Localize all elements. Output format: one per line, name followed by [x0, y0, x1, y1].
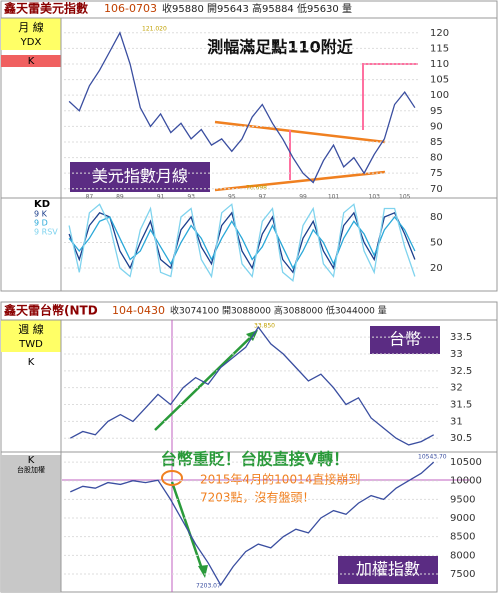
sub-label: KD: [34, 199, 50, 210]
y-tick-label: 90: [430, 121, 443, 132]
badge: [338, 556, 438, 584]
period: 週 線: [18, 322, 44, 336]
symbol: YDX: [20, 37, 42, 48]
trendline: [214, 120, 386, 144]
y-tick-label: 75: [430, 168, 443, 179]
y-tick-label: 80: [430, 212, 443, 223]
legend-entry: 9 D: [34, 219, 48, 228]
y-tick-label: 9000: [450, 513, 475, 524]
period-box: [1, 320, 61, 352]
x-tick-label: 101: [328, 194, 340, 201]
y-tick-label: 33.5: [450, 332, 472, 343]
note: 121.020: [142, 26, 167, 33]
sub-label: 台股加權: [17, 465, 45, 474]
badge-text: 台幣: [389, 330, 421, 349]
note: 10543.70: [418, 454, 447, 461]
y-tick-label: 115: [430, 43, 449, 54]
header-quote: 收95880 開95643 高95884 低95630 量: [162, 2, 352, 15]
y-tick-label: 8500: [450, 532, 475, 543]
y-tick-label: 120: [430, 28, 449, 39]
note: 70.698: [246, 185, 267, 192]
y-tick-label: 31.5: [450, 400, 472, 411]
x-tick-label: 95: [228, 194, 236, 201]
row-label: K: [28, 56, 35, 67]
y-tick-label: 20: [430, 263, 443, 274]
x-tick-label: 87: [86, 194, 94, 201]
y-tick-label: 110: [430, 59, 449, 70]
y-tick-label: 30.5: [450, 433, 472, 444]
note-line: 2015年4月的10014直接崩到: [200, 472, 360, 487]
x-tick-label: 91: [157, 194, 165, 201]
arrowhead: [198, 565, 208, 578]
y-tick-label: 32: [450, 383, 463, 394]
period-box: [1, 18, 61, 50]
x-tick-label: 105: [399, 194, 411, 201]
y-tick-label: 50: [430, 238, 443, 249]
period: 月 線: [18, 20, 44, 34]
y-tick-label: 70: [430, 184, 443, 195]
x-tick-label: 93: [187, 194, 195, 201]
badge-text: 加權指數: [356, 560, 420, 579]
note: 33.850: [254, 323, 275, 330]
header-quote: 收3074100 開3088000 高3088000 低3044000 量: [170, 305, 387, 317]
header-title: 鑫天雷美元指數: [3, 1, 88, 16]
badge-text: 美元指數月線: [92, 167, 188, 186]
y-tick-label: 7500: [450, 569, 475, 580]
y-tick-label: 33: [450, 349, 463, 360]
header-title: 鑫天雷台幣(NTD: [3, 303, 98, 318]
highlight-circle: [161, 470, 183, 486]
headline: 測幅滿足點110附近: [207, 38, 352, 57]
target-line: [362, 63, 418, 130]
symbol: TWD: [18, 339, 43, 350]
y-tick-label: 95: [430, 106, 443, 117]
y-tick-label: 105: [430, 75, 449, 86]
y-tick-label: 10000: [450, 476, 482, 487]
price-line: [68, 203, 416, 283]
x-tick-label: 97: [259, 194, 267, 201]
y-tick-label: 85: [430, 137, 443, 148]
note-line: 7203點，沒有盤頭！: [200, 491, 315, 505]
price-line: [68, 215, 416, 270]
row-label: K: [28, 357, 35, 368]
x-tick-label: 99: [299, 194, 307, 201]
note: 7203.07: [196, 583, 221, 590]
headline: 台幣重貶！台股直接V轉！: [161, 450, 349, 469]
price-line: [69, 325, 435, 446]
k-row: [1, 55, 61, 67]
header-code: 104-0430: [112, 304, 165, 317]
y-tick-label: 31: [450, 416, 463, 427]
y-tick-label: 80: [430, 153, 443, 164]
y-tick-label: 10500: [450, 457, 482, 468]
badge: [370, 326, 440, 354]
arrow: [154, 332, 256, 431]
y-tick-label: 9500: [450, 494, 475, 505]
y-tick-label: 100: [430, 90, 449, 101]
legend-entry: 9 K: [34, 210, 48, 219]
trendline: [214, 170, 386, 192]
arrow: [170, 481, 205, 573]
legend-entry: 9 RSV: [34, 228, 58, 237]
price-line: [70, 461, 435, 587]
grey-column: [1, 455, 61, 592]
x-tick-label: 103: [369, 194, 381, 201]
x-tick-label: 89: [116, 194, 124, 201]
badge: [70, 162, 210, 192]
price-line: [68, 31, 416, 184]
header-code: 106-0703: [104, 2, 157, 15]
row-label: K: [28, 455, 35, 466]
y-tick-label: 8000: [450, 550, 475, 561]
y-tick-label: 32.5: [450, 366, 472, 377]
